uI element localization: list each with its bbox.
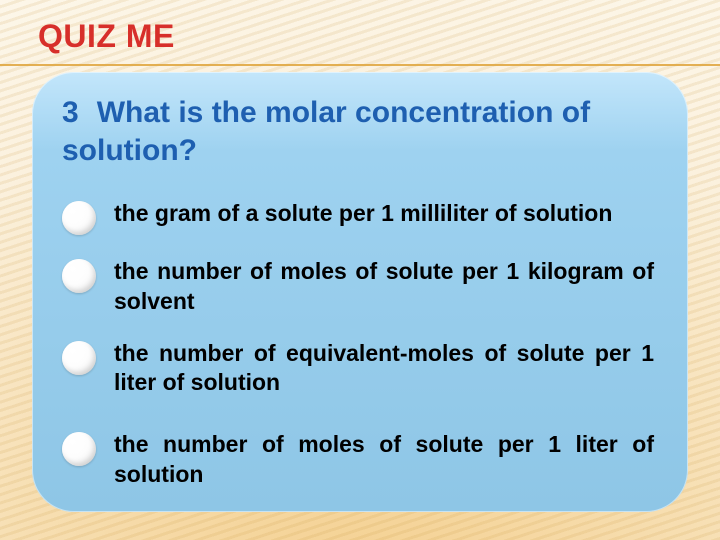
option-c[interactable]: the number of equivalent-moles of solute… — [62, 339, 658, 399]
question-number: 3 — [62, 94, 79, 132]
radio-icon — [62, 259, 96, 293]
question-text: What is the molar concentration of solut… — [62, 96, 590, 167]
option-b[interactable]: the number of moles of solute per 1 kilo… — [62, 257, 658, 317]
radio-icon — [62, 201, 96, 235]
option-label: the number of moles of solute per 1 lite… — [114, 430, 658, 490]
option-label: the gram of a solute per 1 milliliter of… — [114, 199, 658, 229]
options-list: the gram of a solute per 1 milliliter of… — [62, 185, 658, 490]
page-title: QUIZ ME — [38, 18, 175, 55]
option-label: the number of moles of solute per 1 kilo… — [114, 257, 658, 317]
title-underline — [0, 64, 720, 66]
option-a[interactable]: the gram of a solute per 1 milliliter of… — [62, 199, 658, 235]
quiz-question: 3What is the molar concentration of solu… — [62, 94, 658, 171]
radio-icon — [62, 432, 96, 466]
option-d[interactable]: the number of moles of solute per 1 lite… — [62, 430, 658, 490]
quiz-card: 3What is the molar concentration of solu… — [32, 72, 688, 512]
option-label: the number of equivalent-moles of solute… — [114, 339, 658, 399]
radio-icon — [62, 341, 96, 375]
